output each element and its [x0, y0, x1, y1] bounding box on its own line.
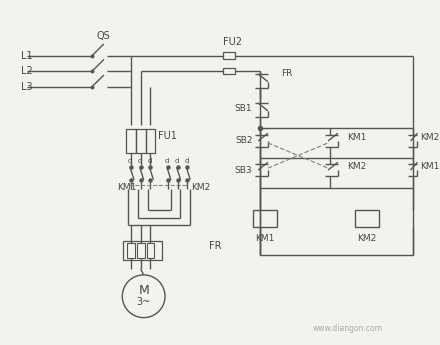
Text: FR: FR [282, 69, 293, 78]
Text: KM2: KM2 [348, 162, 367, 171]
Bar [126, 129, 136, 152]
Text: KM2: KM2 [191, 183, 211, 192]
Bar [146, 129, 155, 152]
Bar [147, 243, 154, 258]
Text: d: d [128, 158, 132, 164]
Bar [223, 68, 235, 75]
Text: SB3: SB3 [235, 166, 253, 175]
Text: KM1: KM1 [117, 183, 137, 192]
Text: www.diangon.com: www.diangon.com [312, 324, 382, 333]
Text: L1: L1 [22, 50, 33, 60]
Text: L2: L2 [22, 66, 33, 76]
Text: d: d [138, 158, 142, 164]
Text: d: d [175, 158, 179, 164]
Text: 3~: 3~ [136, 297, 151, 307]
Bar [127, 243, 135, 258]
Bar [355, 210, 378, 227]
Bar [136, 129, 146, 152]
Text: d: d [147, 158, 152, 164]
Text: KM1: KM1 [420, 162, 440, 171]
Bar [253, 210, 277, 227]
Text: FU2: FU2 [223, 37, 242, 47]
Text: KM1: KM1 [348, 132, 367, 141]
Text: FR: FR [209, 241, 221, 251]
Text: KM2: KM2 [420, 132, 440, 141]
Text: M: M [138, 284, 149, 297]
Text: d: d [184, 158, 189, 164]
Bar [123, 241, 162, 260]
Text: KM1: KM1 [255, 234, 275, 243]
Text: L3: L3 [22, 81, 33, 91]
Text: FU1: FU1 [158, 131, 177, 141]
Text: d: d [165, 158, 169, 164]
Text: SB2: SB2 [235, 137, 253, 146]
Bar [223, 52, 235, 59]
Text: SB1: SB1 [235, 105, 253, 114]
Text: KM2: KM2 [357, 234, 377, 243]
Text: QS: QS [97, 31, 111, 41]
Bar [137, 243, 145, 258]
